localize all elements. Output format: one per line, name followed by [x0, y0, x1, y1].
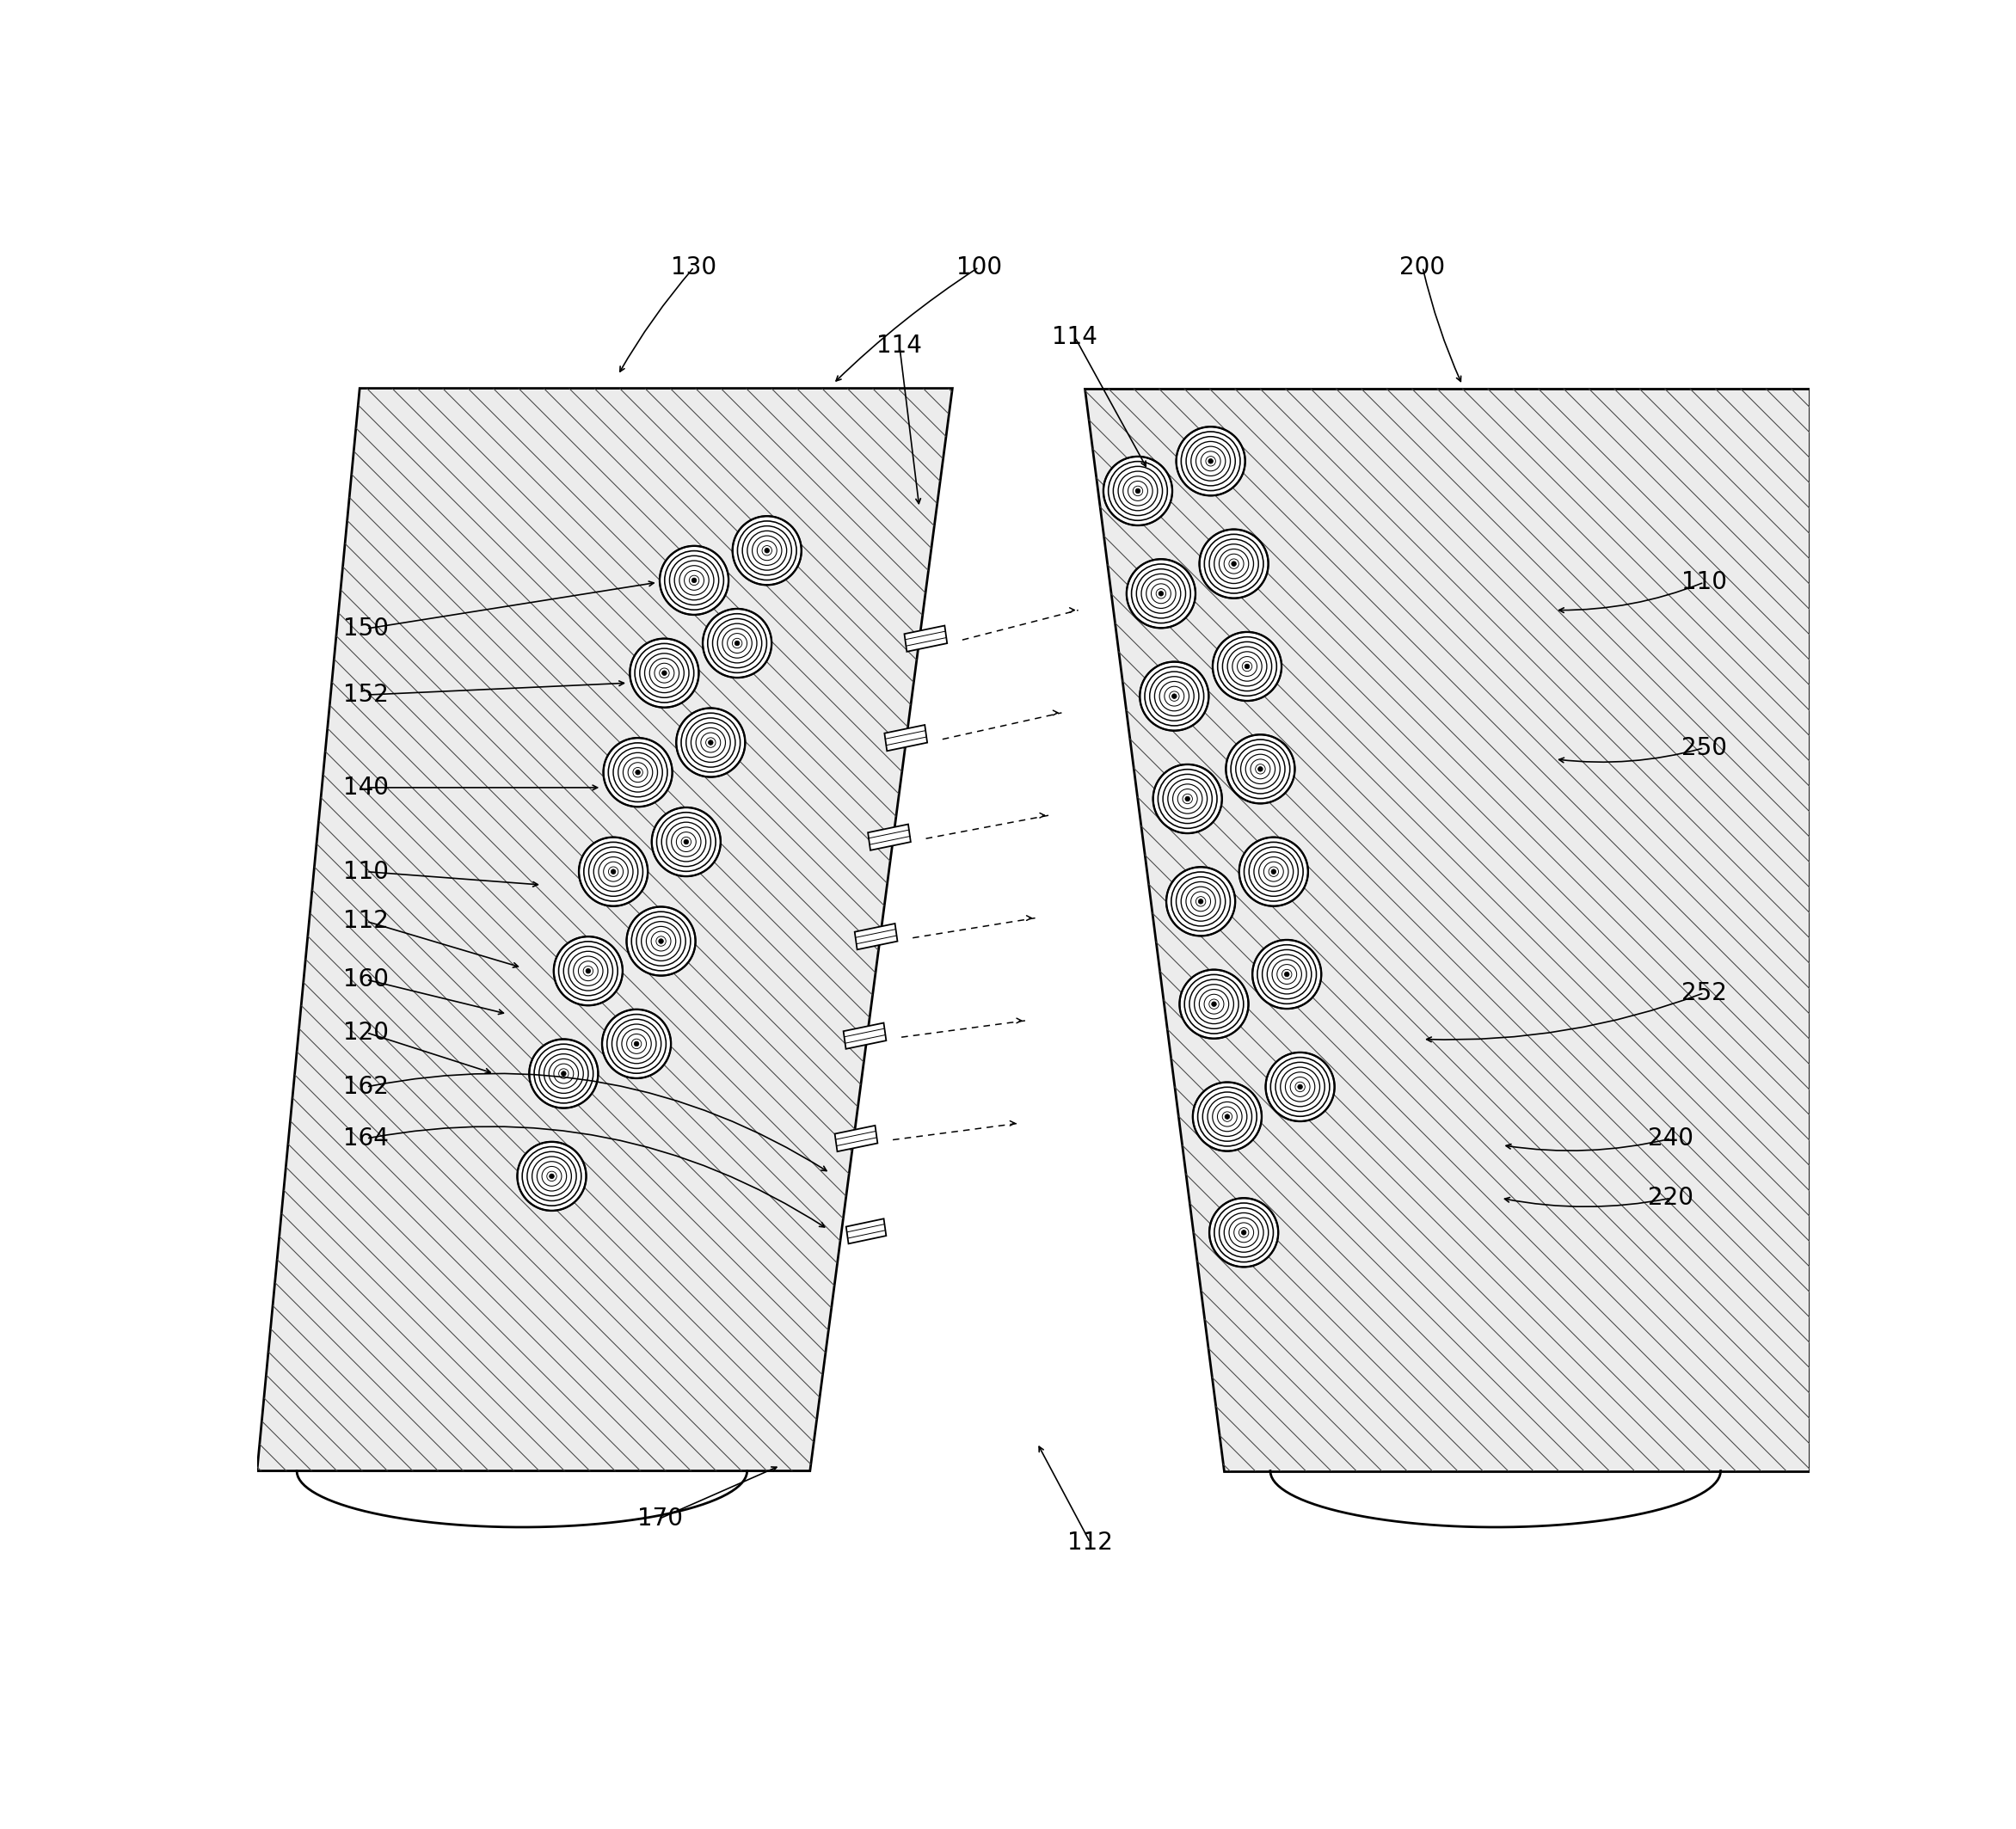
Text: 160: 160 [343, 968, 389, 991]
Circle shape [579, 838, 647, 905]
Circle shape [659, 938, 663, 944]
Text: 110: 110 [343, 860, 389, 883]
Circle shape [734, 640, 740, 646]
Circle shape [629, 638, 700, 708]
Circle shape [1242, 1231, 1246, 1235]
Circle shape [1171, 693, 1177, 699]
Circle shape [635, 770, 641, 775]
Text: 220: 220 [1649, 1185, 1693, 1211]
Circle shape [603, 1010, 671, 1079]
Circle shape [611, 869, 615, 874]
Polygon shape [847, 1218, 887, 1244]
Text: 252: 252 [1681, 980, 1728, 1004]
Circle shape [1258, 766, 1262, 772]
Text: 240: 240 [1649, 1127, 1693, 1150]
Circle shape [587, 969, 591, 973]
Text: 200: 200 [1399, 254, 1445, 280]
Polygon shape [258, 388, 952, 1471]
Text: 162: 162 [343, 1075, 389, 1099]
Circle shape [659, 545, 728, 615]
Circle shape [530, 1039, 599, 1108]
Circle shape [691, 578, 698, 583]
Circle shape [1272, 869, 1276, 874]
Circle shape [560, 1072, 566, 1075]
Polygon shape [855, 924, 897, 949]
Circle shape [1266, 1052, 1335, 1121]
Circle shape [1298, 1085, 1302, 1090]
Text: 140: 140 [343, 775, 389, 799]
Text: 130: 130 [671, 254, 718, 280]
Text: 114: 114 [877, 333, 921, 357]
Text: 100: 100 [956, 254, 1002, 280]
Circle shape [1167, 867, 1236, 936]
Circle shape [1208, 459, 1214, 463]
Circle shape [627, 907, 696, 975]
Circle shape [1226, 735, 1294, 803]
Polygon shape [843, 1022, 887, 1048]
Circle shape [518, 1141, 587, 1211]
Polygon shape [835, 1125, 877, 1152]
Circle shape [1139, 662, 1210, 730]
Polygon shape [885, 724, 927, 752]
Circle shape [1175, 426, 1246, 496]
Circle shape [1284, 971, 1290, 977]
Polygon shape [1085, 388, 1810, 1471]
Polygon shape [905, 626, 948, 651]
Circle shape [548, 1174, 554, 1178]
Circle shape [661, 671, 667, 675]
Circle shape [1193, 1083, 1262, 1150]
Circle shape [1135, 488, 1141, 494]
Circle shape [764, 549, 770, 552]
Circle shape [554, 936, 623, 1006]
Circle shape [1226, 1114, 1230, 1119]
Circle shape [1240, 838, 1308, 905]
Circle shape [1244, 664, 1250, 669]
Circle shape [603, 737, 671, 807]
Circle shape [704, 609, 772, 679]
Circle shape [675, 708, 746, 777]
Circle shape [1214, 633, 1282, 701]
Circle shape [1198, 900, 1204, 904]
Text: 164: 164 [343, 1127, 389, 1150]
Circle shape [1179, 969, 1248, 1039]
Circle shape [1159, 591, 1163, 596]
Circle shape [1232, 562, 1236, 567]
Circle shape [1127, 560, 1195, 627]
Text: 150: 150 [343, 616, 389, 640]
Text: 152: 152 [343, 682, 389, 708]
Text: 112: 112 [343, 909, 389, 933]
Circle shape [1185, 796, 1189, 801]
Polygon shape [869, 825, 911, 850]
Text: 114: 114 [1052, 326, 1097, 349]
Circle shape [1103, 457, 1171, 525]
Circle shape [635, 1041, 639, 1046]
Circle shape [1252, 940, 1320, 1010]
Text: 112: 112 [1066, 1531, 1113, 1555]
Text: 170: 170 [637, 1507, 683, 1531]
Circle shape [1210, 1198, 1278, 1267]
Text: 250: 250 [1681, 735, 1728, 759]
Circle shape [1200, 529, 1268, 598]
Circle shape [1153, 765, 1222, 834]
Circle shape [683, 840, 689, 845]
Text: 120: 120 [343, 1021, 389, 1044]
Circle shape [708, 741, 714, 744]
Circle shape [732, 516, 802, 585]
Circle shape [1212, 1002, 1216, 1006]
Circle shape [651, 807, 720, 876]
Text: 110: 110 [1681, 571, 1728, 594]
